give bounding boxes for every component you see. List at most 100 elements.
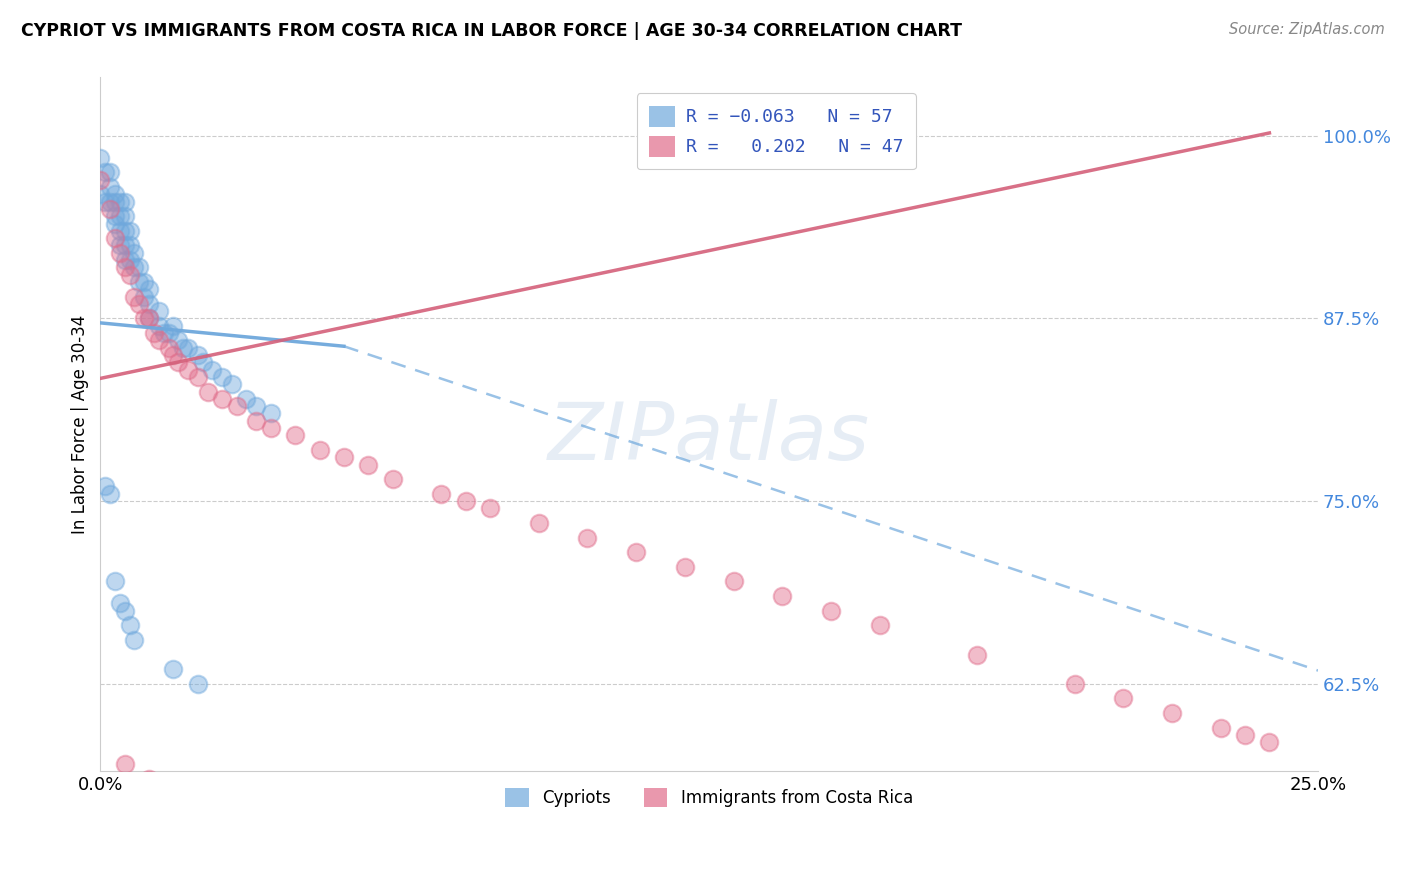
Point [211,392,233,406]
Point [1209,721,1232,735]
Point [98,165,121,179]
Point [187,677,209,691]
Point [128,297,150,311]
Point [172,341,194,355]
Point [128,260,150,275]
Point [576,531,599,545]
Point [723,574,745,589]
Point [108,194,131,209]
Point [235,392,257,406]
Point [527,516,550,530]
Point [148,334,170,348]
Point [104,209,127,223]
Point [108,238,131,252]
Point [820,604,842,618]
Point [479,501,502,516]
Point [211,370,233,384]
Point [98,487,121,501]
Point [134,311,156,326]
Point [124,632,146,647]
Point [114,224,136,238]
Point [108,596,131,610]
Text: CYPRIOT VS IMMIGRANTS FROM COSTA RICA IN LABOR FORCE | AGE 30-34 CORRELATION CHA: CYPRIOT VS IMMIGRANTS FROM COSTA RICA IN… [21,22,962,40]
Point [98,202,121,216]
Point [624,545,647,559]
Point [128,275,150,289]
Point [260,421,283,435]
Point [454,494,477,508]
Point [94,479,117,493]
Point [114,604,136,618]
Point [284,428,307,442]
Point [138,311,160,326]
Point [245,414,267,428]
Point [673,559,696,574]
Point [191,355,214,369]
Point [177,362,200,376]
Point [197,384,219,399]
Point [1234,728,1257,742]
Point [260,407,283,421]
Point [98,180,121,194]
Point [162,662,184,676]
Point [152,326,174,340]
Point [966,648,988,662]
Point [124,260,146,275]
Point [1112,691,1135,706]
Point [167,334,190,348]
Point [114,260,136,275]
Point [98,194,121,209]
Point [1258,735,1281,749]
Point [89,187,111,202]
Point [89,172,111,186]
Point [357,458,380,472]
Point [162,348,184,362]
Point [104,574,127,589]
Point [118,253,141,268]
Point [187,370,209,384]
Point [225,399,247,413]
Point [221,377,243,392]
Point [104,217,127,231]
Point [94,165,117,179]
Point [104,231,127,245]
Point [138,282,160,296]
Point [114,757,136,772]
Point [1063,677,1085,691]
Point [114,209,136,223]
Point [134,275,156,289]
Point [157,341,180,355]
Point [142,326,165,340]
Point [430,487,453,501]
Point [114,194,136,209]
Point [138,772,160,786]
Y-axis label: In Labor Force | Age 30-34: In Labor Force | Age 30-34 [72,315,89,534]
Text: Source: ZipAtlas.com: Source: ZipAtlas.com [1229,22,1385,37]
Point [148,318,170,333]
Text: ZIPatlas: ZIPatlas [548,400,870,477]
Point [333,450,356,465]
Point [1161,706,1184,720]
Point [177,341,200,355]
Point [118,238,141,252]
Point [245,399,267,413]
Point [138,297,160,311]
Point [167,355,190,369]
Point [869,618,891,632]
Point [162,318,184,333]
Point [770,589,793,603]
Point [308,442,330,457]
Point [381,472,404,486]
Point [148,304,170,318]
Point [114,253,136,268]
Point [134,289,156,303]
Point [108,209,131,223]
Point [108,245,131,260]
Point [124,245,146,260]
Point [114,238,136,252]
Point [138,311,160,326]
Point [104,187,127,202]
Point [118,224,141,238]
Legend: Cypriots, Immigrants from Costa Rica: Cypriots, Immigrants from Costa Rica [498,780,921,815]
Point [108,224,131,238]
